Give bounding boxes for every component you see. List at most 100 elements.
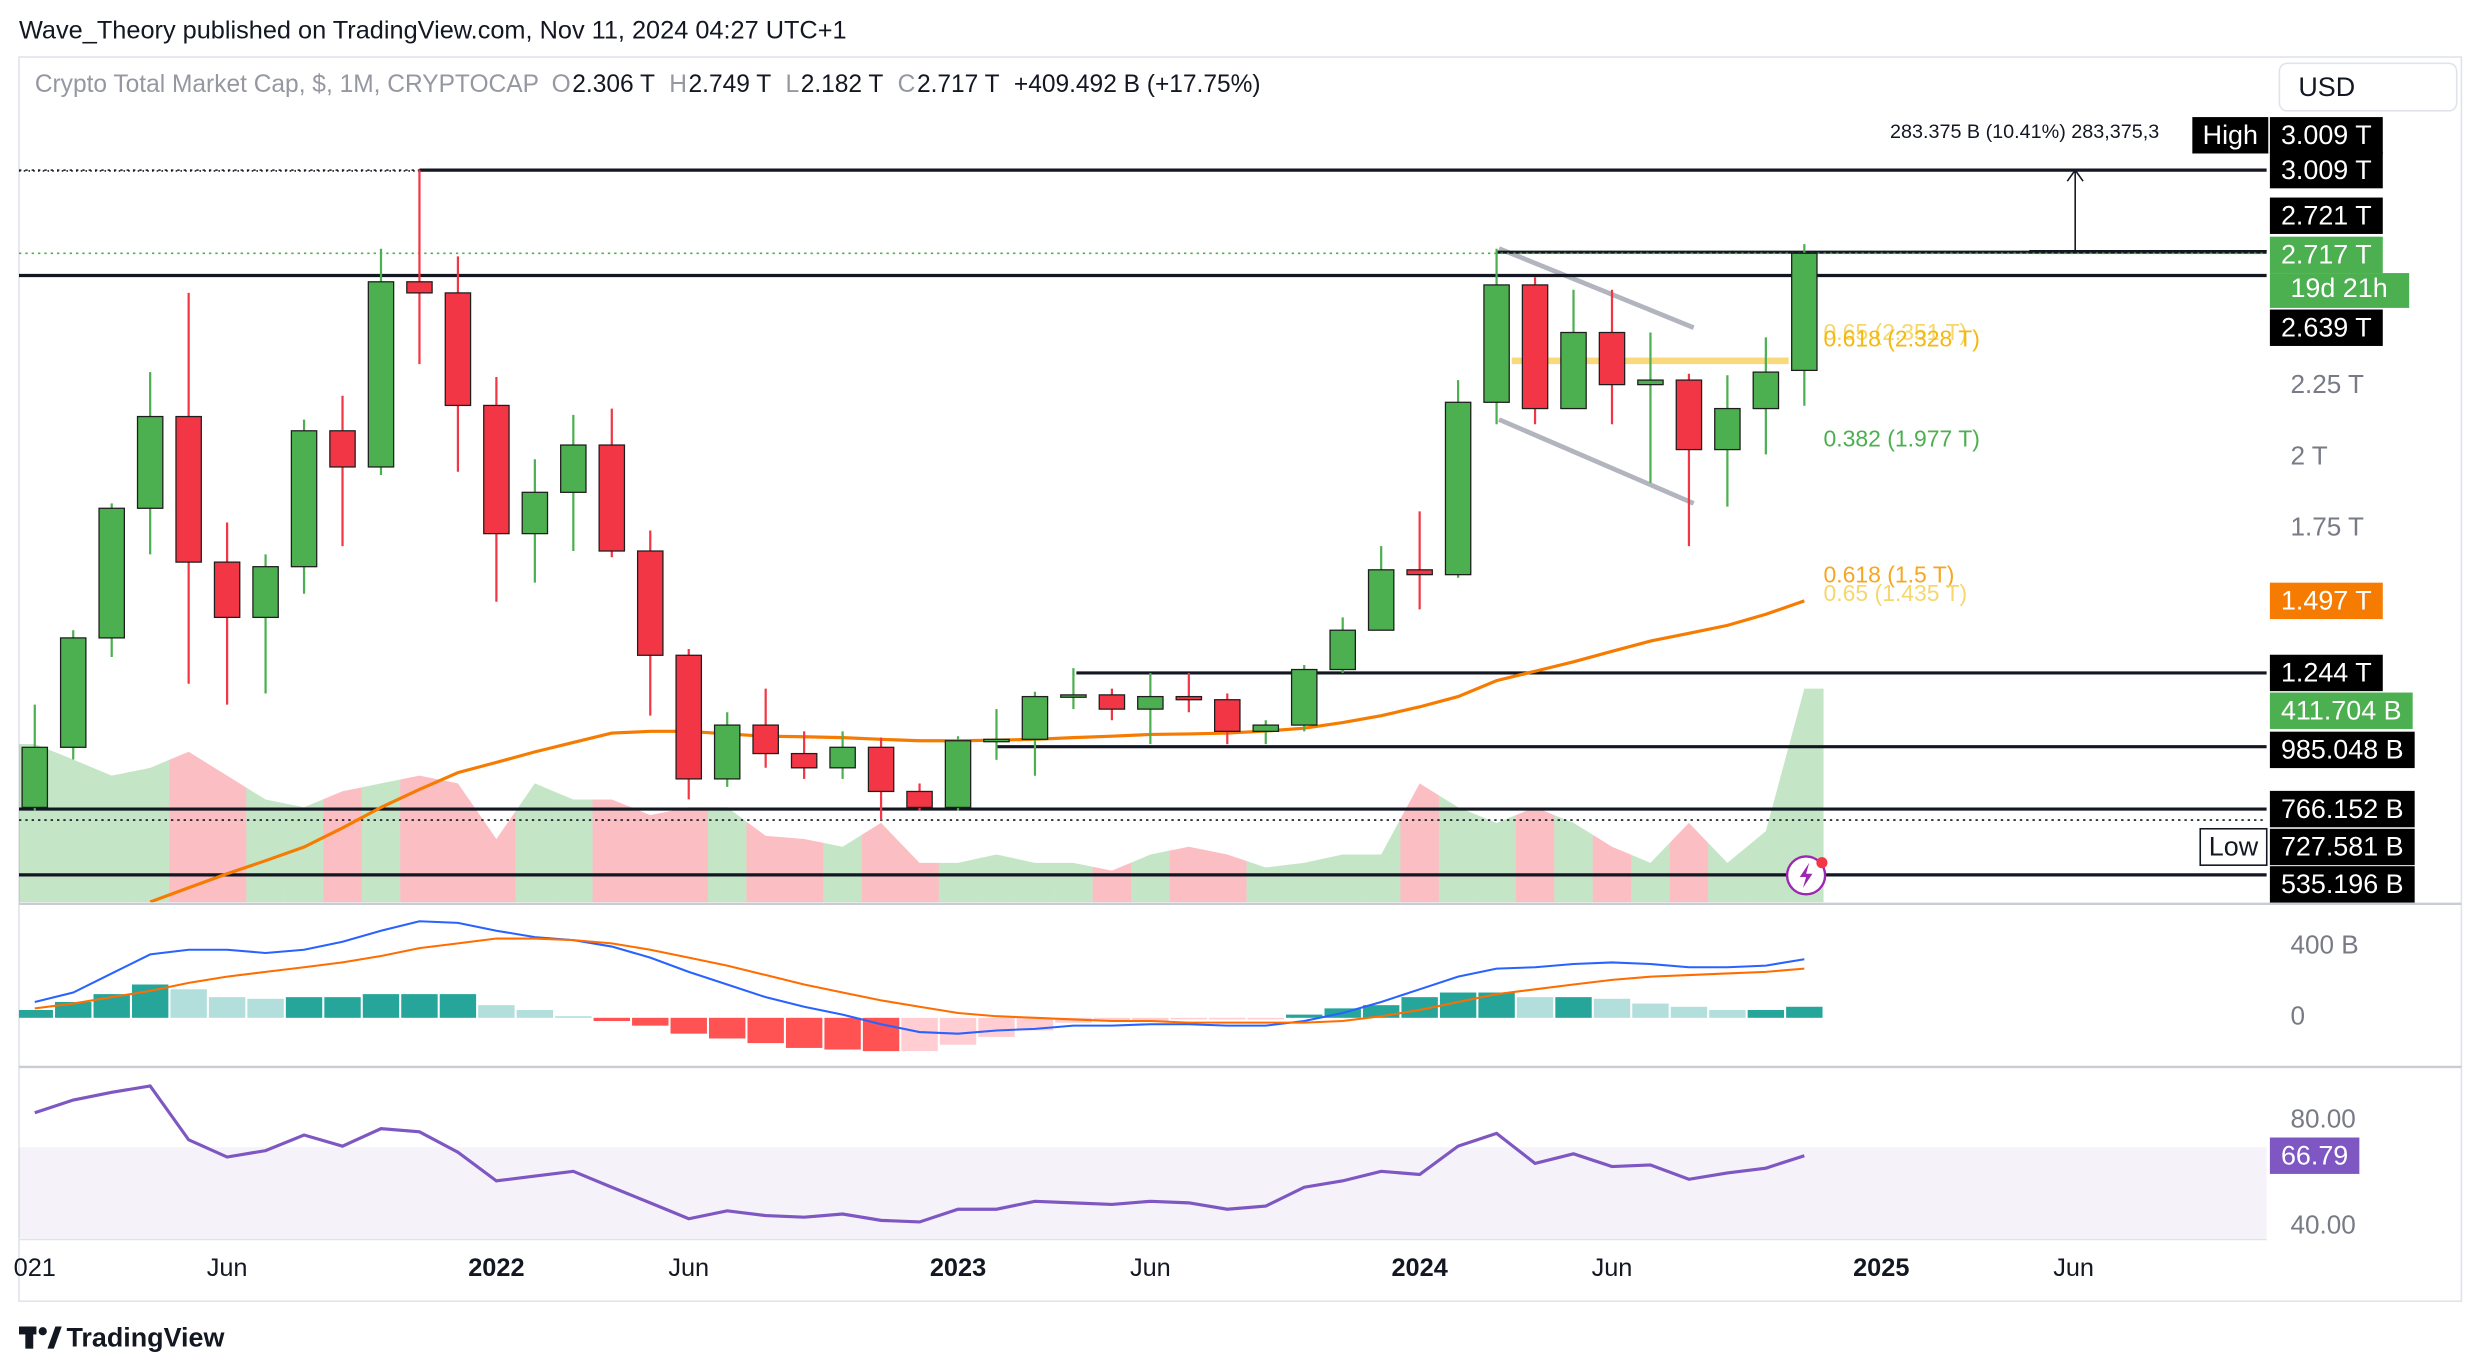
candle-body (1060, 694, 1087, 698)
volume-area (1785, 688, 1824, 903)
lightning-icon (1785, 855, 1828, 896)
volume-area (1669, 822, 1709, 903)
legend-key: L (785, 71, 799, 98)
legend-value: 2.749 T (689, 71, 772, 98)
volume-area (400, 775, 439, 903)
macd-histogram-bar (1170, 1017, 1208, 1020)
candle-body (329, 430, 356, 468)
volume-area (1554, 815, 1593, 903)
macd-histogram-bar (324, 997, 361, 1018)
x-tick-label: 2024 (1391, 1254, 1447, 1282)
candle-body (1791, 252, 1818, 372)
macd-histogram-bar (785, 1017, 823, 1048)
candle-body (1252, 724, 1280, 732)
candle-body (21, 746, 49, 809)
candle-body (1483, 284, 1510, 403)
macd-histogram-bar (1670, 1006, 1708, 1018)
macd-histogram-bar (901, 1017, 938, 1052)
macd-histogram-bar (939, 1017, 977, 1045)
level-price-label: 766.152 B (2281, 794, 2404, 824)
x-tick-label: 021 (14, 1254, 56, 1282)
volume-area (1592, 834, 1632, 903)
candle-body (1598, 331, 1626, 386)
macd-histogram-bar (93, 994, 130, 1018)
candle-body (290, 430, 318, 568)
volume-area (1246, 861, 1286, 903)
fib-label: 0.65 (2.351 T) (1824, 319, 1968, 345)
macd-histogram-bar (1555, 997, 1592, 1018)
macd-histogram-bar (401, 994, 438, 1018)
high-price-label: 3.009 T (2281, 120, 2372, 150)
volume-area (284, 799, 324, 903)
fib-label: 0.382 (1.977 T) (1824, 425, 1980, 451)
macd-histogram-bar (170, 989, 207, 1018)
candle-body (713, 724, 741, 780)
macd-histogram-bar (1286, 1014, 1323, 1018)
macd-histogram-bar (1209, 1017, 1246, 1020)
y-tick-label: 2 T (2290, 440, 2327, 470)
last-price-label-bg (2269, 236, 2383, 274)
macd-histogram-bar (709, 1017, 746, 1039)
footer-logo (18, 1326, 62, 1349)
rsi-pane (18, 1084, 2267, 1238)
volume-area (784, 837, 824, 903)
rsi-tick-label: 40.00 (2290, 1210, 2355, 1240)
candle-body (521, 491, 549, 535)
candle-body (1021, 695, 1049, 740)
rsi-label: 66.79 (2281, 1140, 2348, 1170)
candle-body (752, 724, 779, 755)
legend-value: 2.306 T (572, 71, 655, 98)
legend-key: O (552, 71, 571, 98)
currency[interactable]: USD (2298, 72, 2355, 102)
macd-pane (18, 920, 1823, 1052)
candle-body (636, 550, 664, 656)
volume-area (1515, 807, 1555, 903)
macd-histogram-bar (1593, 998, 1631, 1018)
candle-body (1637, 379, 1664, 386)
macd-histogram-bar (439, 994, 477, 1018)
macd-histogram-bar (1786, 1006, 1823, 1018)
macd-histogram-bar (555, 1016, 592, 1018)
volume-area (1361, 818, 1401, 903)
candle-body (252, 566, 279, 619)
x-tick-label: Jun (1592, 1254, 1633, 1282)
high-price-label-bg (2269, 117, 2383, 154)
macd-histogram-bar (1747, 1009, 1785, 1018)
countdown-bg (2269, 273, 2410, 308)
moving-average (149, 599, 1805, 903)
macd-tick-label: 0 (2290, 1001, 2305, 1031)
candle-body (1290, 668, 1318, 726)
macd-histogram-bar (747, 1017, 784, 1044)
footer-brand: TradingView (66, 1322, 224, 1352)
macd-histogram-bar (670, 1017, 707, 1034)
signal-line (34, 937, 1805, 1024)
macd-histogram-bar (1516, 997, 1554, 1018)
volume-area (592, 799, 632, 903)
volume-label-bg (2269, 692, 2413, 729)
volume-area (1708, 842, 1747, 903)
macd-histogram-bar (1709, 1009, 1746, 1018)
rsi-tick-label: 80.00 (2290, 1104, 2355, 1134)
volume-area (323, 787, 362, 903)
macd-histogram-bar (478, 1005, 515, 1018)
legend-value: 2.717 T (917, 71, 1000, 98)
level-price-label: 1.244 T (2281, 658, 2372, 688)
volume-area (1208, 850, 1247, 903)
volume-area (823, 834, 862, 903)
currency-button[interactable] (2278, 62, 2458, 112)
candle-body (367, 281, 395, 468)
x-tick-label: Jun (1130, 1254, 1171, 1282)
level-price-label-bg (2269, 731, 2415, 769)
measure-arrowhead (2066, 168, 2084, 182)
volume-area (54, 751, 93, 903)
candle-body (1098, 694, 1126, 710)
ma-price-label-bg (2269, 582, 2383, 620)
candle-body (444, 292, 472, 407)
candle-body (983, 738, 1010, 743)
x-tick-label: Jun (668, 1254, 709, 1282)
fib-label: 0.65 (1.435 T) (1824, 580, 1968, 606)
candle-body (1367, 569, 1395, 631)
level-price-label: 985.048 B (2281, 735, 2404, 765)
